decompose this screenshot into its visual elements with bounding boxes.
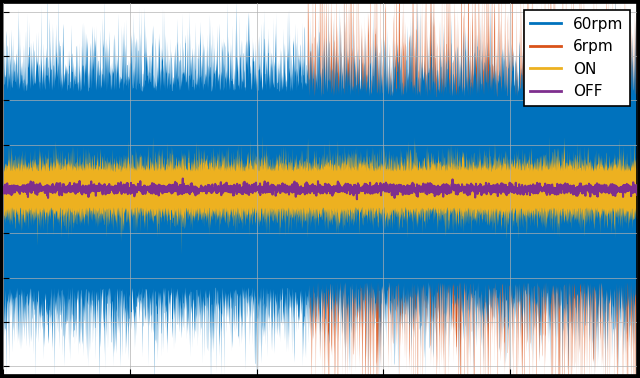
Legend: 60rpm, 6rpm, ON, OFF: 60rpm, 6rpm, ON, OFF	[524, 11, 630, 105]
